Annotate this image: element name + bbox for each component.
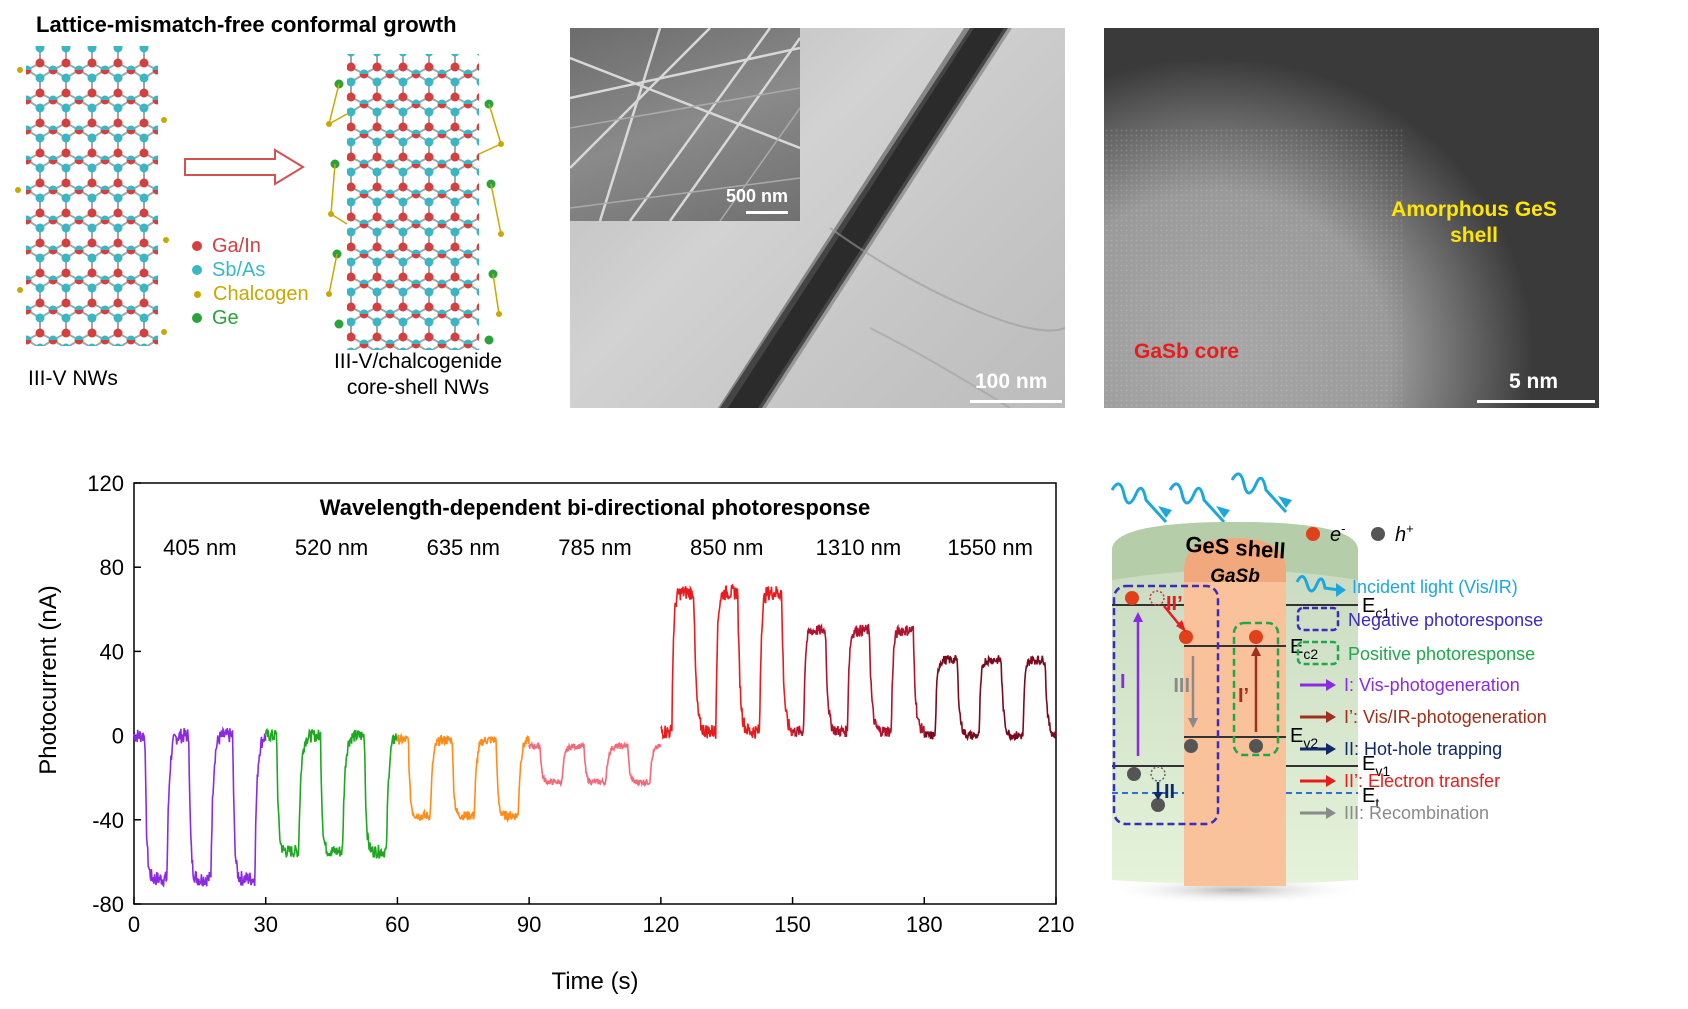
x-tick-label: 60 [385, 912, 409, 937]
series-line [133, 726, 267, 888]
svg-text:II: Hot-hole trapping: II: Hot-hole trapping [1344, 739, 1502, 759]
lattice-right-caption-2: core-shell NWs [346, 376, 490, 399]
wavelength-label: 850 nm [690, 535, 763, 560]
core-label-diagram: GaSb [1210, 566, 1260, 587]
growth-arrow-icon [184, 148, 305, 186]
wavelength-label: 1310 nm [816, 535, 902, 560]
hrtem-image: Amorphous GeS shell GaSb core 5 nm [1104, 28, 1599, 408]
x-tick-label: 30 [253, 912, 277, 937]
series-line [791, 622, 926, 738]
y-tick-label: 0 [112, 724, 124, 749]
svg-text:Ev2: Ev2 [1290, 725, 1318, 751]
lattice-right-caption-1: III-V/chalcogenide [333, 350, 503, 373]
svg-text:h+: h+ [1395, 521, 1414, 546]
svg-text:Incident light (Vis/IR): Incident light (Vis/IR) [1352, 577, 1518, 597]
hrtem-scale-bar [1477, 400, 1595, 403]
series-line [923, 654, 1057, 742]
chalcogen-atom-icon [194, 290, 201, 298]
legend-arrow-icons [1300, 679, 1336, 819]
y-axis-label: Photocurrent (nA) [35, 585, 62, 774]
x-tick-label: 0 [128, 912, 140, 937]
y-tick-label: 80 [100, 555, 124, 580]
atom-legend-item: Ga/In [192, 234, 309, 258]
hole-icon [1371, 527, 1385, 541]
y-tick-label: 120 [87, 471, 124, 496]
series-line [396, 732, 530, 824]
negative-response-box [1112, 584, 1220, 826]
lattice-right [326, 54, 504, 350]
svg-text:II’: II’ [1166, 593, 1183, 615]
nanowire-shape [718, 28, 1065, 408]
series-line [660, 583, 794, 740]
series-line [528, 740, 662, 788]
electron-icon [1306, 527, 1320, 541]
svg-text:I: I [1120, 671, 1126, 693]
svg-text:III: III [1173, 675, 1190, 697]
wavelength-label: 635 nm [427, 535, 500, 560]
band-diagram: GeS shell GaSb Ec1 Ec2 Ev2 Ev1 Et [1105, 472, 1547, 904]
chart-series [133, 583, 1057, 888]
shell-label-2: shell [1450, 224, 1498, 247]
positive-legend-icon [1296, 640, 1340, 666]
svg-text:I’: Vis/IR-photogeneration: I’: Vis/IR-photogeneration [1344, 707, 1547, 727]
svg-text:Negative photoresponse: Negative photoresponse [1348, 610, 1543, 630]
svg-text:Ev1: Ev1 [1362, 753, 1390, 779]
svg-text:e-: e- [1330, 521, 1345, 546]
positive-response-box [1232, 621, 1280, 757]
x-axis-label: Time (s) [551, 968, 638, 995]
inset-scale-bar [746, 211, 788, 214]
wavelength-label: 405 nm [163, 535, 236, 560]
tem-image: 500 nm 100 nm [570, 28, 1065, 408]
photocurrent-chart: 0 30 60 90 120 150 180 210 -80 -40 0 40 80 120 405 nm 5… [35, 471, 1074, 995]
svg-text:Positive photoresponse: Positive photoresponse [1348, 644, 1535, 664]
sem-inset: 500 nm [570, 28, 800, 221]
tem-scale-label: 100 nm [975, 370, 1048, 393]
chart-title: Wavelength-dependent bi-directional phot… [320, 495, 870, 520]
wavelength-label: 1550 nm [947, 535, 1033, 560]
mechanism-legend: e- h+ Incident light (Vis/IR) Negative p… [1295, 521, 1547, 823]
ge-atom-icon [192, 313, 202, 323]
negative-legend-icon [1296, 606, 1340, 632]
x-tick-label: 210 [1038, 912, 1075, 937]
wavelength-label: 785 nm [558, 535, 631, 560]
atom-legend-item: Ge [192, 306, 309, 330]
core-label: GaSb core [1134, 340, 1240, 363]
svg-text:II: II [1164, 781, 1175, 803]
svg-text:I: Vis-photogeneration: I: Vis-photogeneration [1344, 675, 1520, 695]
series-line [264, 727, 399, 859]
y-tick-label: -80 [92, 892, 124, 917]
inset-scale-label: 500 nm [726, 186, 789, 206]
y-tick-label: 40 [100, 639, 124, 664]
x-tick-label: 180 [906, 912, 943, 937]
atom-legend-item: Chalcogen [192, 282, 309, 306]
svg-text:Et: Et [1362, 785, 1379, 811]
atom-legend-item: Sb/As [192, 258, 309, 282]
svg-text:II’: Electron transfer: II’: Electron transfer [1344, 771, 1500, 791]
panel-a-title: Lattice-mismatch-free conformal growth [36, 12, 457, 37]
ga-in-atom-icon [192, 241, 202, 251]
wavelength-label: 520 nm [295, 535, 368, 560]
x-tick-label: 90 [517, 912, 541, 937]
svg-text:III: Recombination: III: Recombination [1344, 803, 1489, 823]
svg-text:Ec1: Ec1 [1362, 595, 1390, 621]
incident-light-icon [1110, 472, 1288, 524]
hrtem-scale-label: 5 nm [1509, 370, 1559, 393]
y-tick-label: -40 [92, 808, 124, 833]
sb-as-atom-icon [192, 265, 202, 275]
x-tick-label: 120 [642, 912, 679, 937]
shell-label-1: Amorphous GeS [1391, 198, 1557, 221]
incident-legend-icon [1295, 575, 1340, 593]
atom-legend: Ga/In Sb/As Chalcogen Ge [192, 234, 309, 330]
chart-axes: 0 30 60 90 120 150 180 210 -80 -40 0 40 80 120 405 nm 5… [87, 471, 1074, 937]
svg-text:I’: I’ [1238, 685, 1249, 707]
lattice-left [15, 46, 169, 346]
plot-frame [133, 482, 1057, 905]
tem-scale-bar [970, 400, 1062, 403]
lattice-left-caption: III-V NWs [28, 367, 118, 390]
lattice-fringes [1104, 128, 1404, 408]
x-tick-label: 150 [774, 912, 811, 937]
